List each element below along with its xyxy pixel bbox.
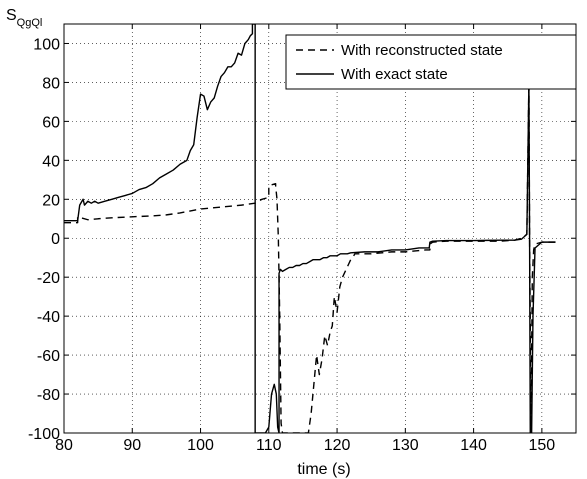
y-tick-label: 80 (42, 75, 60, 92)
y-tick-label: 20 (42, 192, 60, 209)
x-tick-label: 120 (324, 437, 351, 454)
series-line-exact (64, 24, 556, 433)
legend-label-reconstructed: With reconstructed state (341, 42, 503, 59)
plot-series (64, 24, 556, 433)
y-tick-label: 100 (33, 36, 60, 53)
legend-label-exact: With exact state (341, 66, 448, 83)
y-axis-label-main: S (6, 7, 17, 24)
legend-box (285, 34, 577, 90)
y-axis-label: SQgQl (6, 7, 42, 29)
x-axis-label: time (s) (297, 461, 350, 478)
legend: With reconstructed state With exact stat… (285, 34, 577, 90)
x-tick-label: 150 (529, 437, 556, 454)
plot-frame (63, 23, 577, 434)
x-tick-label: 100 (187, 437, 214, 454)
x-tick-label: 80 (55, 437, 73, 454)
axis-ticks: 80 90 100 110 120 130 140 150 -100 -80 -60 -40 -20 0 2… (28, 24, 576, 454)
y-tick-label: -80 (37, 387, 60, 404)
series-line-reconstructed (64, 81, 556, 433)
y-axis-label-subscript: QgQl (17, 17, 43, 29)
y-tick-label: -20 (37, 270, 60, 287)
x-tick-label: 110 (256, 437, 282, 454)
y-tick-label: 40 (42, 153, 60, 170)
y-tick-label: -60 (37, 348, 60, 365)
x-tick-label: 90 (123, 437, 141, 454)
y-tick-label: -100 (28, 426, 60, 443)
y-tick-label: 0 (51, 231, 60, 248)
y-tick-label: -40 (37, 309, 60, 326)
x-tick-label: 140 (460, 437, 487, 454)
y-tick-label: 60 (42, 114, 60, 131)
x-tick-label: 130 (392, 437, 419, 454)
